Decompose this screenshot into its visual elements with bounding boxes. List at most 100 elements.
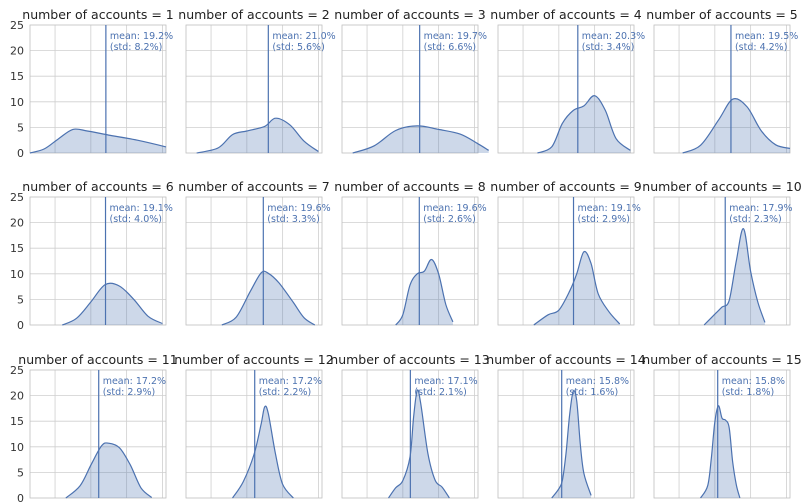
mean-annotation: mean: 19.1% [578, 203, 641, 214]
std-annotation: (std: 4.2%) [735, 42, 787, 53]
panel-frame [185, 369, 323, 499]
panel-title: number of accounts = 12 [174, 352, 333, 367]
std-annotation: (std: 2.9%) [103, 387, 155, 398]
std-annotation: (std: 2.9%) [578, 214, 630, 225]
y-tick-label: 0 [17, 492, 24, 504]
panel-frame [497, 24, 635, 154]
density-curve [537, 95, 631, 154]
y-tick-label: 0 [17, 147, 24, 160]
mean-annotation: mean: 15.8% [566, 376, 629, 387]
panel-title: number of accounts = 7 [178, 179, 329, 194]
density-area [62, 283, 163, 325]
density-curve [551, 390, 592, 499]
y-tick-label: 5 [17, 293, 24, 306]
panel-frame [29, 369, 167, 499]
std-annotation: (std: 2.6%) [423, 214, 475, 225]
panel-title: number of accounts = 15 [642, 352, 801, 367]
panel-title: number of accounts = 4 [490, 7, 642, 22]
density-curve [232, 405, 294, 499]
panel-2: mean: 21.0%(std: 5.6%) number of accounts… [178, 7, 336, 154]
mean-annotation: mean: 19.2% [110, 31, 173, 42]
panel-frame [185, 196, 323, 326]
panel-9: mean: 19.1%(std: 2.9%) number of accounts… [490, 179, 642, 326]
panel-title: number of accounts = 9 [490, 179, 642, 194]
panel-13: mean: 17.1%(std: 2.1%) number of accounts… [330, 352, 490, 499]
y-tick-label: 10 [10, 441, 24, 454]
panel-10: mean: 17.9%(std: 2.3%) number of accounts… [642, 179, 802, 326]
y-tick-label: 20 [10, 390, 24, 403]
panel-title: number of accounts = 2 [178, 7, 329, 22]
mean-annotation: mean: 19.1% [110, 203, 173, 214]
panel-frame [653, 369, 791, 499]
density-curve [65, 442, 153, 499]
y-tick-label: 25 [10, 364, 24, 377]
std-annotation: (std: 3.4%) [582, 42, 634, 53]
panel-title: number of accounts = 14 [486, 352, 645, 367]
density-area [388, 389, 450, 498]
density-curve [29, 128, 167, 154]
y-tick-label: 15 [10, 242, 24, 255]
density-area [700, 405, 740, 498]
density-curve [703, 228, 766, 326]
mean-annotation: mean: 17.1% [414, 376, 477, 387]
panel-title: number of accounts = 13 [330, 352, 489, 367]
std-annotation: (std: 3.3%) [267, 214, 319, 225]
panel-title: number of accounts = 8 [334, 179, 486, 194]
panel-title: number of accounts = 11 [18, 352, 177, 367]
panel-title: number of accounts = 5 [646, 7, 797, 22]
mean-annotation: mean: 19.5% [735, 31, 798, 42]
density-curve [699, 405, 741, 499]
std-annotation: (std: 1.8%) [722, 387, 774, 398]
density-curve [533, 250, 621, 326]
density-area [395, 259, 453, 325]
mean-annotation: mean: 17.2% [259, 376, 322, 387]
panel-frame [341, 24, 479, 154]
y-tick-label: 15 [10, 70, 24, 83]
mean-annotation: mean: 17.9% [729, 203, 792, 214]
y-tick-label: 20 [10, 45, 24, 58]
y-tick-label: 15 [10, 415, 24, 428]
density-area [65, 442, 152, 498]
density-curve [196, 117, 319, 154]
density-area [352, 125, 489, 153]
std-annotation: (std: 6.6%) [424, 42, 476, 53]
mean-annotation: mean: 19.6% [423, 203, 486, 214]
panel-4: mean: 20.3%(std: 3.4%) number of accounts… [490, 7, 645, 154]
density-area [221, 271, 315, 325]
panel-8: mean: 19.6%(std: 2.6%) number of accounts… [334, 179, 487, 326]
std-annotation: (std: 1.6%) [566, 387, 618, 398]
panel-frame [497, 369, 635, 499]
y-tick-label: 10 [10, 96, 24, 109]
panel-frame [29, 24, 167, 154]
panel-5: mean: 19.5%(std: 4.2%) number of accounts… [646, 7, 798, 154]
std-annotation: (std: 4.0%) [110, 214, 162, 225]
mean-annotation: mean: 21.0% [272, 31, 335, 42]
panel-15: mean: 15.8%(std: 1.8%) number of accounts… [642, 352, 802, 499]
panel-frame [653, 196, 791, 326]
y-tick-label: 10 [10, 268, 24, 281]
std-annotation: (std: 5.6%) [272, 42, 324, 53]
std-annotation: (std: 2.1%) [414, 387, 466, 398]
panel-title: number of accounts = 1 [22, 7, 173, 22]
density-curve [395, 258, 454, 326]
panel-6: mean: 19.1%(std: 4.0%) number of accounts… [10, 179, 174, 332]
panel-1: mean: 19.2%(std: 8.2%) number of accounts… [10, 7, 174, 160]
panel-11: mean: 17.2%(std: 2.9%) number of accounts… [10, 352, 178, 504]
density-curve [388, 389, 450, 499]
density-area [232, 406, 294, 498]
mean-annotation: mean: 20.3% [582, 31, 645, 42]
panel-3: mean: 19.7%(std: 6.6%) number of accounts… [334, 7, 490, 154]
std-annotation: (std: 8.2%) [110, 42, 162, 53]
mean-annotation: mean: 17.2% [103, 376, 166, 387]
density-area [551, 390, 592, 498]
mean-annotation: mean: 15.8% [722, 376, 785, 387]
panel-title: number of accounts = 10 [642, 179, 801, 194]
y-tick-label: 20 [10, 217, 24, 230]
panel-frame [653, 24, 791, 154]
panel-frame [29, 196, 167, 326]
density-curve [682, 98, 791, 154]
panel-title: number of accounts = 6 [22, 179, 174, 194]
mean-annotation: mean: 19.6% [267, 203, 330, 214]
std-annotation: (std: 2.3%) [729, 214, 781, 225]
